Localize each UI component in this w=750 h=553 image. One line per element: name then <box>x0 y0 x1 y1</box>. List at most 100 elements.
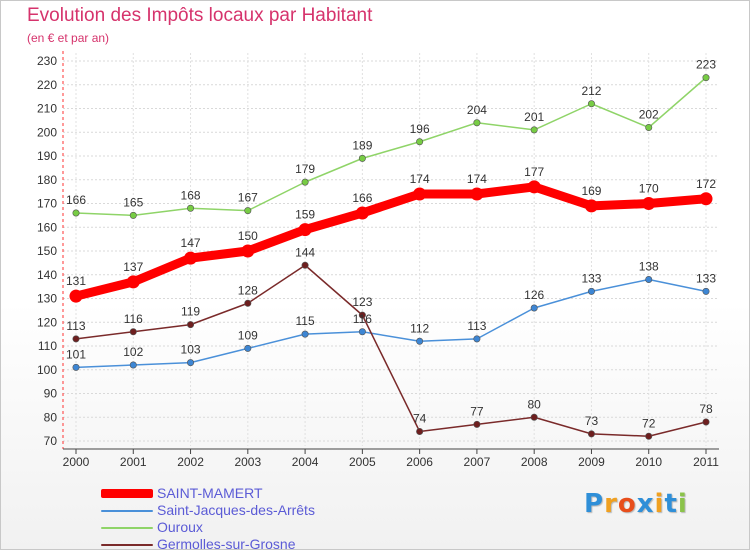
data-label: 177 <box>524 165 544 179</box>
legend-label: SAINT-MAMERT <box>157 485 263 501</box>
data-label: 166 <box>66 193 86 207</box>
data-point <box>358 154 366 162</box>
data-point <box>413 187 427 201</box>
legend-swatch <box>101 543 153 546</box>
chart-subtitle: (en € et par an) <box>27 31 110 45</box>
data-label: 128 <box>238 283 258 297</box>
y-tick-label: 140 <box>37 268 57 282</box>
data-point <box>241 244 255 258</box>
y-tick-label: 220 <box>37 78 57 92</box>
series-lines <box>69 74 713 440</box>
data-point <box>645 275 653 283</box>
x-tick-label: 2009 <box>578 455 605 469</box>
data-label: 169 <box>581 184 601 198</box>
y-tick-label: 70 <box>44 434 58 448</box>
data-label: 167 <box>238 191 258 205</box>
x-tick-label: 2003 <box>234 455 261 469</box>
x-tick-label: 2010 <box>635 455 662 469</box>
data-label: 168 <box>181 188 201 202</box>
data-label: 115 <box>296 314 315 328</box>
series-line <box>75 264 707 437</box>
data-label: 116 <box>124 312 143 326</box>
logo-letter: o <box>617 489 637 519</box>
data-point <box>301 261 309 269</box>
data-point <box>187 359 195 367</box>
x-tick-label: 2005 <box>349 455 376 469</box>
data-point <box>699 192 713 206</box>
data-label: 78 <box>699 402 713 416</box>
y-tick-label: 170 <box>37 197 57 211</box>
data-point <box>301 178 309 186</box>
logo-letter: t <box>664 489 678 519</box>
legend-swatch <box>101 509 153 512</box>
series-line <box>71 182 711 301</box>
data-point <box>72 363 80 371</box>
data-point <box>702 74 710 82</box>
data-label: 80 <box>528 397 542 411</box>
data-point <box>187 321 195 329</box>
legend-label: Ouroux <box>157 519 203 535</box>
data-label: 126 <box>524 288 544 302</box>
data-point <box>358 311 366 319</box>
data-point <box>358 328 366 336</box>
data-point <box>645 432 653 440</box>
y-tick-label: 120 <box>37 315 57 329</box>
x-tick-label: 2007 <box>464 455 491 469</box>
y-tick-label: 110 <box>38 339 57 353</box>
data-label: 101 <box>66 347 86 361</box>
series-line <box>75 278 707 369</box>
x-tick-label: 2001 <box>120 455 147 469</box>
data-point <box>72 209 80 217</box>
data-point <box>530 126 538 134</box>
data-point <box>470 187 484 201</box>
data-label: 212 <box>581 84 601 98</box>
grid <box>63 53 719 446</box>
data-label: 174 <box>467 172 487 186</box>
logo-letter: i <box>677 489 688 519</box>
logo-letter: r <box>604 489 618 519</box>
x-tick-label: 2011 <box>693 455 719 469</box>
data-point <box>702 418 710 426</box>
data-label: 77 <box>470 404 484 418</box>
data-label: 123 <box>352 295 372 309</box>
legend: SAINT-MAMERT Saint-Jacques-des-Arrêts Ouro… <box>101 485 341 553</box>
data-label: 113 <box>467 319 486 333</box>
data-point <box>473 335 481 343</box>
data-point <box>69 289 83 303</box>
data-point <box>530 304 538 312</box>
legend-swatch <box>101 526 153 529</box>
data-point <box>126 275 140 289</box>
x-tick-label: 2002 <box>177 455 204 469</box>
y-tick-label: 180 <box>37 173 57 187</box>
logo-letter: P <box>584 489 605 519</box>
data-label: 147 <box>181 236 201 250</box>
data-point <box>527 180 541 194</box>
data-label: 138 <box>639 260 659 274</box>
data-label: 112 <box>410 321 429 335</box>
logo-letter: x <box>636 489 655 519</box>
legend-item: SAINT-MAMERT <box>101 485 341 502</box>
data-point <box>645 124 653 132</box>
y-tick-label: 80 <box>44 410 58 424</box>
data-label: 223 <box>696 58 716 72</box>
legend-label: Germolles-sur-Grosne <box>157 536 296 552</box>
data-label: 113 <box>66 319 85 333</box>
y-tick-label: 160 <box>37 220 57 234</box>
data-point <box>642 197 656 210</box>
x-tick-label: 2008 <box>521 455 548 469</box>
data-label: 172 <box>696 177 716 191</box>
x-tick-label: 2006 <box>406 455 433 469</box>
data-label: 204 <box>467 103 487 117</box>
data-point <box>587 430 595 438</box>
data-point <box>416 337 424 345</box>
data-label: 150 <box>238 229 258 243</box>
data-point <box>584 199 598 213</box>
data-label: 166 <box>352 191 372 205</box>
chart-title: Evolution des Impôts locaux par Habitant <box>27 5 373 26</box>
series-ouroux <box>72 74 710 219</box>
data-point <box>129 211 137 219</box>
series-saint-jacques-des-arr-ts <box>72 275 710 371</box>
legend-item: Germolles-sur-Grosne <box>101 536 341 553</box>
